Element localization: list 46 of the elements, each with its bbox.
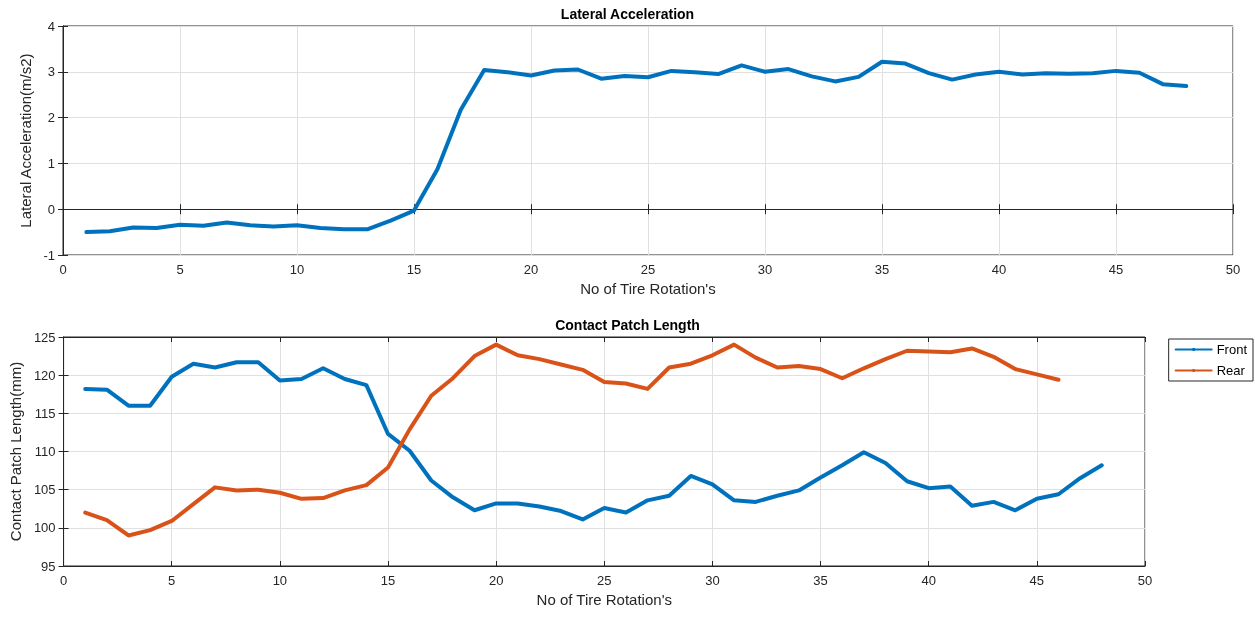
x-tick-label: 30 — [757, 262, 773, 277]
y-tick-label: 3 — [47, 64, 55, 80]
y-tick-label: 115 — [34, 405, 56, 421]
chart-title: Contact Patch Length — [555, 317, 700, 333]
x-tick-label: 35 — [874, 262, 890, 277]
x-tick-label: 10 — [272, 573, 288, 588]
x-tick-label: 50 — [1137, 573, 1153, 588]
y-tick-label: 120 — [33, 367, 56, 383]
x-tick-label: 20 — [488, 573, 504, 588]
x-tick-label: 0 — [59, 262, 67, 277]
line-series — [83, 360, 1104, 522]
x-tick-label: 40 — [991, 262, 1007, 277]
x-tick-label: 5 — [176, 262, 184, 277]
x-tick-label: 45 — [1029, 573, 1045, 588]
x-tick-label: 0 — [59, 573, 68, 588]
x-tick-label: 15 — [380, 573, 396, 588]
y-axis-title: Contact Patch Length(mm) — [7, 361, 24, 542]
x-tick-label: 45 — [1108, 262, 1124, 277]
y-axis-title: Lateral Acceleration(m/s2) — [16, 53, 34, 228]
x-tick-label: 50 — [1225, 262, 1241, 277]
x-tick-label: 10 — [289, 262, 305, 277]
x-tick-label: 20 — [523, 262, 539, 277]
x-tick-label: 15 — [406, 262, 422, 277]
y-tick-label: 0 — [47, 201, 55, 217]
x-tick-label: 5 — [168, 573, 176, 588]
y-tick-label: 100 — [33, 520, 56, 536]
y-tick-label: 1 — [47, 155, 55, 171]
y-tick-label: -1 — [43, 247, 55, 263]
x-axis-title: No of Tire Rotation's — [580, 279, 716, 297]
x-tick-label: 25 — [597, 573, 612, 588]
x-axis-title: No of Tire Rotation's — [536, 590, 673, 608]
chart-title: Lateral Acceleration — [560, 6, 695, 22]
line-series — [83, 342, 1061, 538]
legend-label: Front — [1216, 342, 1248, 357]
legend-label: Rear — [1216, 363, 1246, 378]
x-tick-label: 35 — [813, 573, 828, 588]
x-tick-label: 40 — [921, 573, 936, 588]
y-tick-label: 105 — [33, 482, 56, 498]
y-tick-label: 2 — [47, 110, 55, 126]
y-tick-label: 110 — [34, 444, 56, 459]
line-series — [84, 59, 1189, 235]
y-tick-label: 4 — [47, 18, 55, 34]
y-tick-label: 125 — [33, 329, 56, 345]
x-tick-label: 30 — [705, 573, 720, 588]
y-tick-label: 95 — [41, 558, 56, 574]
x-tick-label: 25 — [640, 262, 656, 277]
